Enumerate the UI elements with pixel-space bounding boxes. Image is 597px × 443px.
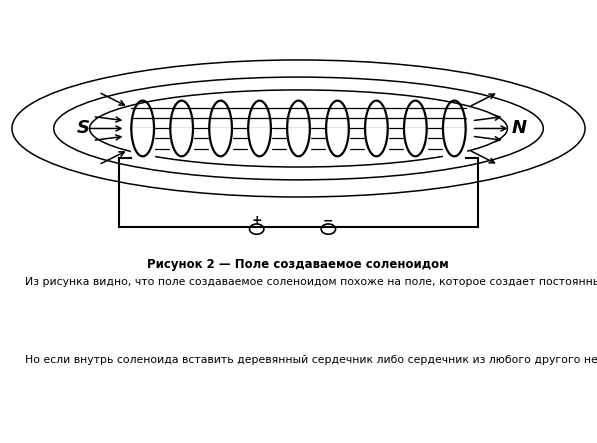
- Text: Но если внутрь соленоида вставить деревянный сердечник либо сердечник из любого : Но если внутрь соленоида вставить деревя…: [18, 355, 597, 365]
- Text: S: S: [77, 120, 90, 137]
- Text: Рисунок 2 — Поле создаваемое соленоидом: Рисунок 2 — Поле создаваемое соленоидом: [147, 258, 449, 271]
- Text: N: N: [512, 120, 527, 137]
- Text: +: +: [251, 214, 262, 227]
- Text: Из рисунка видно, что поле создаваемое соленоидом похоже на поле, которое создае: Из рисунка видно, что поле создаваемое с…: [18, 277, 597, 287]
- Text: −: −: [323, 214, 334, 227]
